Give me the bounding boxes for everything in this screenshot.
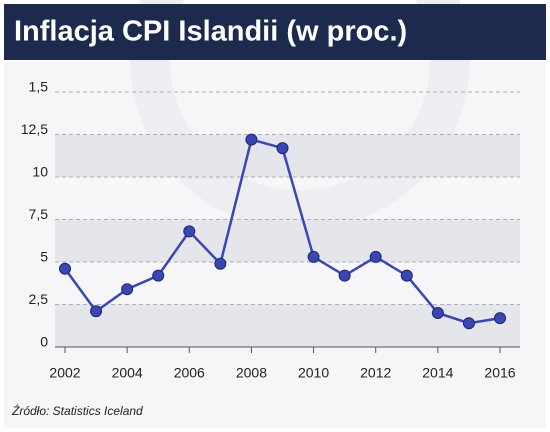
x-tick-label: 2004 xyxy=(112,365,143,381)
y-tick-label: 10 xyxy=(32,164,48,180)
grid-band xyxy=(55,134,520,177)
x-tick-label: 2008 xyxy=(236,365,267,381)
data-point xyxy=(183,225,196,238)
chart-title: Inflacja CPI Islandii (w proc.) xyxy=(14,16,407,48)
data-point xyxy=(307,250,320,263)
title-bar xyxy=(4,4,546,60)
data-point xyxy=(214,257,227,270)
data-point xyxy=(400,269,413,282)
y-tick-label: 2,5 xyxy=(29,291,49,307)
data-point xyxy=(90,305,103,318)
data-point xyxy=(369,250,382,263)
x-tick-label: 2012 xyxy=(360,365,391,381)
y-tick-label: 5 xyxy=(40,249,48,265)
data-point xyxy=(462,317,475,330)
data-point xyxy=(276,142,289,155)
x-tick-label: 2014 xyxy=(422,365,453,381)
data-point xyxy=(494,312,506,325)
x-tick-label: 2010 xyxy=(298,365,329,381)
x-tick-label: 2002 xyxy=(49,365,80,381)
source: Źródło: Statistics Iceland xyxy=(11,403,143,418)
y-tick-label: 7,5 xyxy=(29,206,49,222)
data-point xyxy=(121,283,134,296)
data-point xyxy=(338,269,351,282)
y-tick-label: 12,5 xyxy=(21,121,48,137)
data-point xyxy=(245,133,258,146)
data-point xyxy=(152,269,165,282)
data-point xyxy=(431,307,444,319)
x-tick-label: 2006 xyxy=(174,365,205,381)
grid-band xyxy=(55,304,520,347)
x-tick-label: 2016 xyxy=(484,365,515,381)
grid-band xyxy=(55,219,520,262)
y-tick-label: 1,5 xyxy=(29,79,49,95)
y-tick-label: 0 xyxy=(40,334,48,350)
data-point xyxy=(59,262,71,275)
